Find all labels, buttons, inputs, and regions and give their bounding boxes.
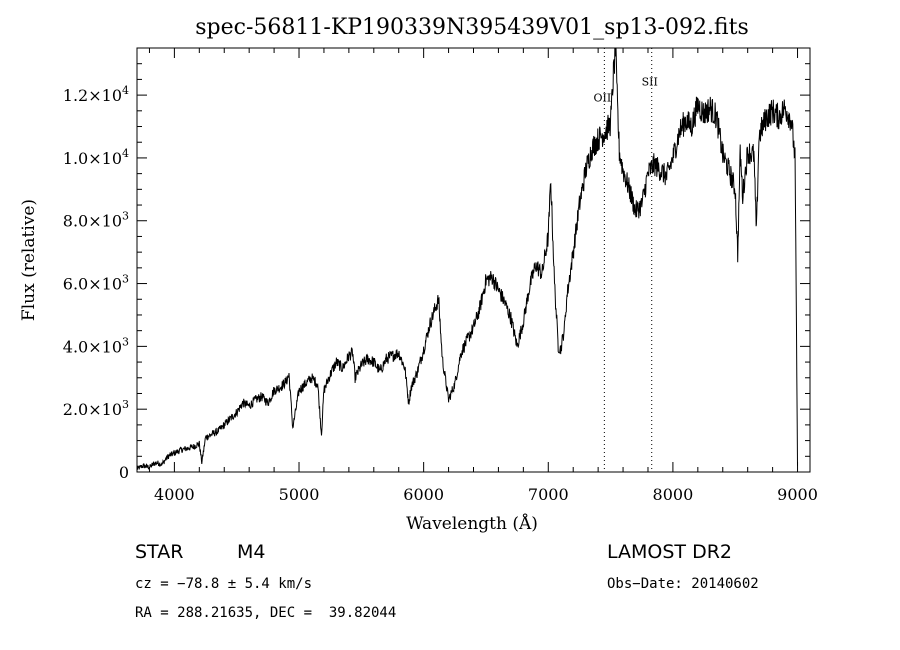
x-tick-label: 6000 [403,485,444,504]
spectrum-chart: spec-56811-KP190339N395439V01_sp13-092.f… [19,15,818,534]
y-tick-label: 6.0×103 [63,273,129,294]
x-axis: 4000 5000 6000 7000 8000 9000 [148,48,818,504]
x-tick-label: 9000 [777,485,818,504]
x-tick-label: 4000 [154,485,195,504]
chart-title: spec-56811-KP190339N395439V01_sp13-092.f… [195,15,749,40]
x-tick-label: 5000 [279,485,320,504]
y-tick-label: 8.0×103 [63,210,129,231]
observation-date: Obs−Date: 20140602 [607,576,759,592]
object-subclass: M4 [237,541,266,563]
x-tick-label: 8000 [653,485,694,504]
y-tick-label: 1.2×104 [63,84,129,105]
x-tick-label: 7000 [528,485,569,504]
y-tick-label: 2.0×103 [63,398,129,419]
y-tick-label: 4.0×103 [63,335,129,356]
survey-name: LAMOST DR2 [607,541,732,563]
x-axis-label: Wavelength (Å) [406,513,538,534]
annotation-label: OII [594,91,612,104]
y-axis: 0 2.0×103 4.0×103 6.0×103 8.0×103 1.0×104 1.2×… [63,47,810,482]
coordinates-text: RA = 288.21635, DEC = 39.82044 [135,605,397,621]
flux-line [137,48,798,470]
redshift-text: cz = −78.8 ± 5.4 km/s [135,576,313,592]
annotation-label: SII [642,76,658,89]
object-class: STAR [135,541,184,563]
y-tick-label: 1.0×104 [63,147,129,168]
y-axis-label: Flux (relative) [19,199,39,321]
y-tick-label: 0 [119,463,129,482]
